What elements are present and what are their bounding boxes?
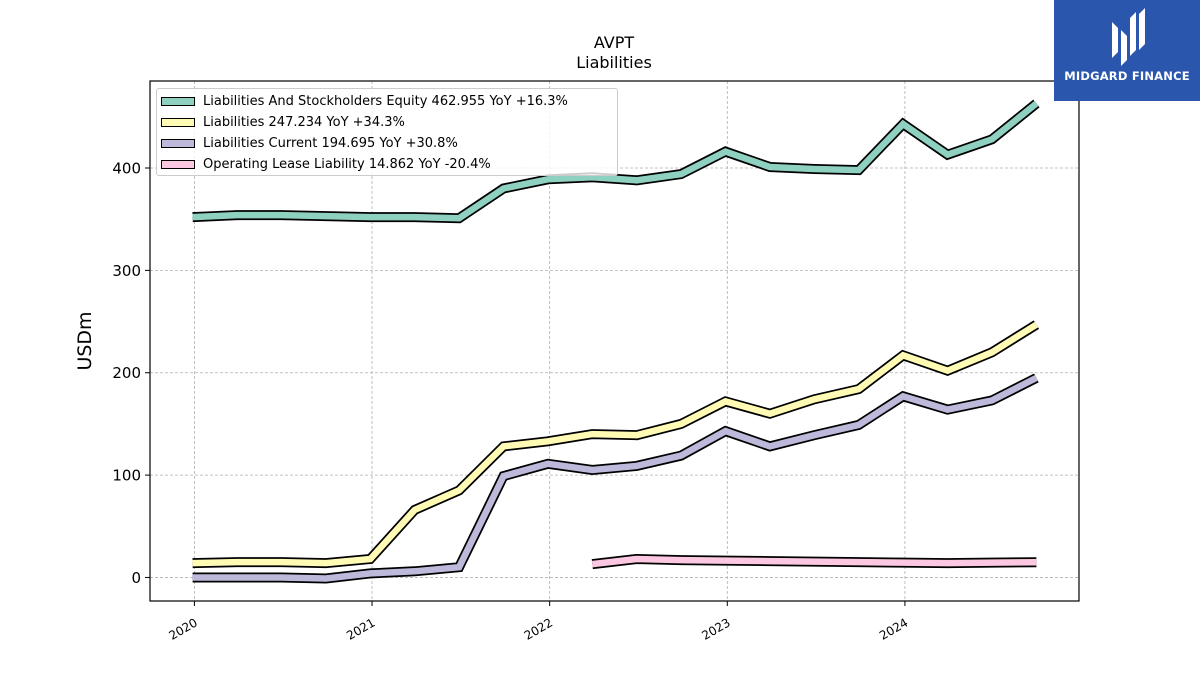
legend-swatch: [161, 138, 195, 148]
legend-label: Operating Lease Liability 14.862 YoY -20…: [203, 156, 491, 172]
series-line: [192, 375, 1038, 582]
x-tick-label: 2021: [344, 615, 377, 642]
y-tick-label: 0: [131, 569, 141, 587]
series-outline: [192, 373, 1039, 584]
x-tick-label: 2020: [166, 615, 199, 642]
y-tick-label: 200: [112, 364, 141, 382]
series-line: [591, 555, 1037, 568]
logo-text: MIDGARD FINANCE: [1064, 69, 1190, 83]
midgard-finance-logo: MIDGARD FINANCE: [1054, 0, 1200, 101]
legend-swatch: [161, 96, 195, 106]
legend-swatch: [161, 159, 195, 169]
y-tick-label: 300: [112, 262, 141, 280]
x-tick-label: 2023: [699, 615, 732, 642]
legend-label: Liabilities And Stockholders Equity 462.…: [203, 93, 568, 109]
legend-item-operating-lease: Operating Lease Liability 14.862 YoY -20…: [161, 155, 491, 173]
y-tick-label: 400: [112, 160, 141, 178]
series-lines: [192, 99, 1040, 584]
legend-swatch: [161, 117, 195, 127]
plot-frame: [149, 80, 1080, 602]
legend-label: Liabilities 247.234 YoY +34.3%: [203, 114, 405, 130]
legend: Liabilities And Stockholders Equity 462.…: [156, 88, 618, 176]
series-line: [192, 321, 1039, 567]
legend-item-liabilities-current: Liabilities Current 194.695 YoY +30.8%: [161, 134, 458, 152]
legend-item-equity: Liabilities And Stockholders Equity 462.…: [161, 92, 568, 110]
chart-subtitle: Liabilities: [576, 53, 652, 72]
y-axis-label: USDm: [74, 311, 96, 370]
axis-ticks: 0 100 200 300 400 2020 2021 2022 2023 2024: [112, 160, 910, 643]
y-tick-label: 100: [112, 467, 141, 485]
chart-title: AVPT: [594, 33, 635, 52]
x-tick-label: 2022: [522, 615, 555, 642]
logo-mark-icon: [1112, 8, 1145, 66]
legend-label: Liabilities Current 194.695 YoY +30.8%: [203, 135, 458, 151]
series-line: [192, 100, 1039, 222]
legend-item-liabilities: Liabilities 247.234 YoY +34.3%: [161, 113, 405, 131]
x-tick-label: 2024: [877, 615, 910, 642]
